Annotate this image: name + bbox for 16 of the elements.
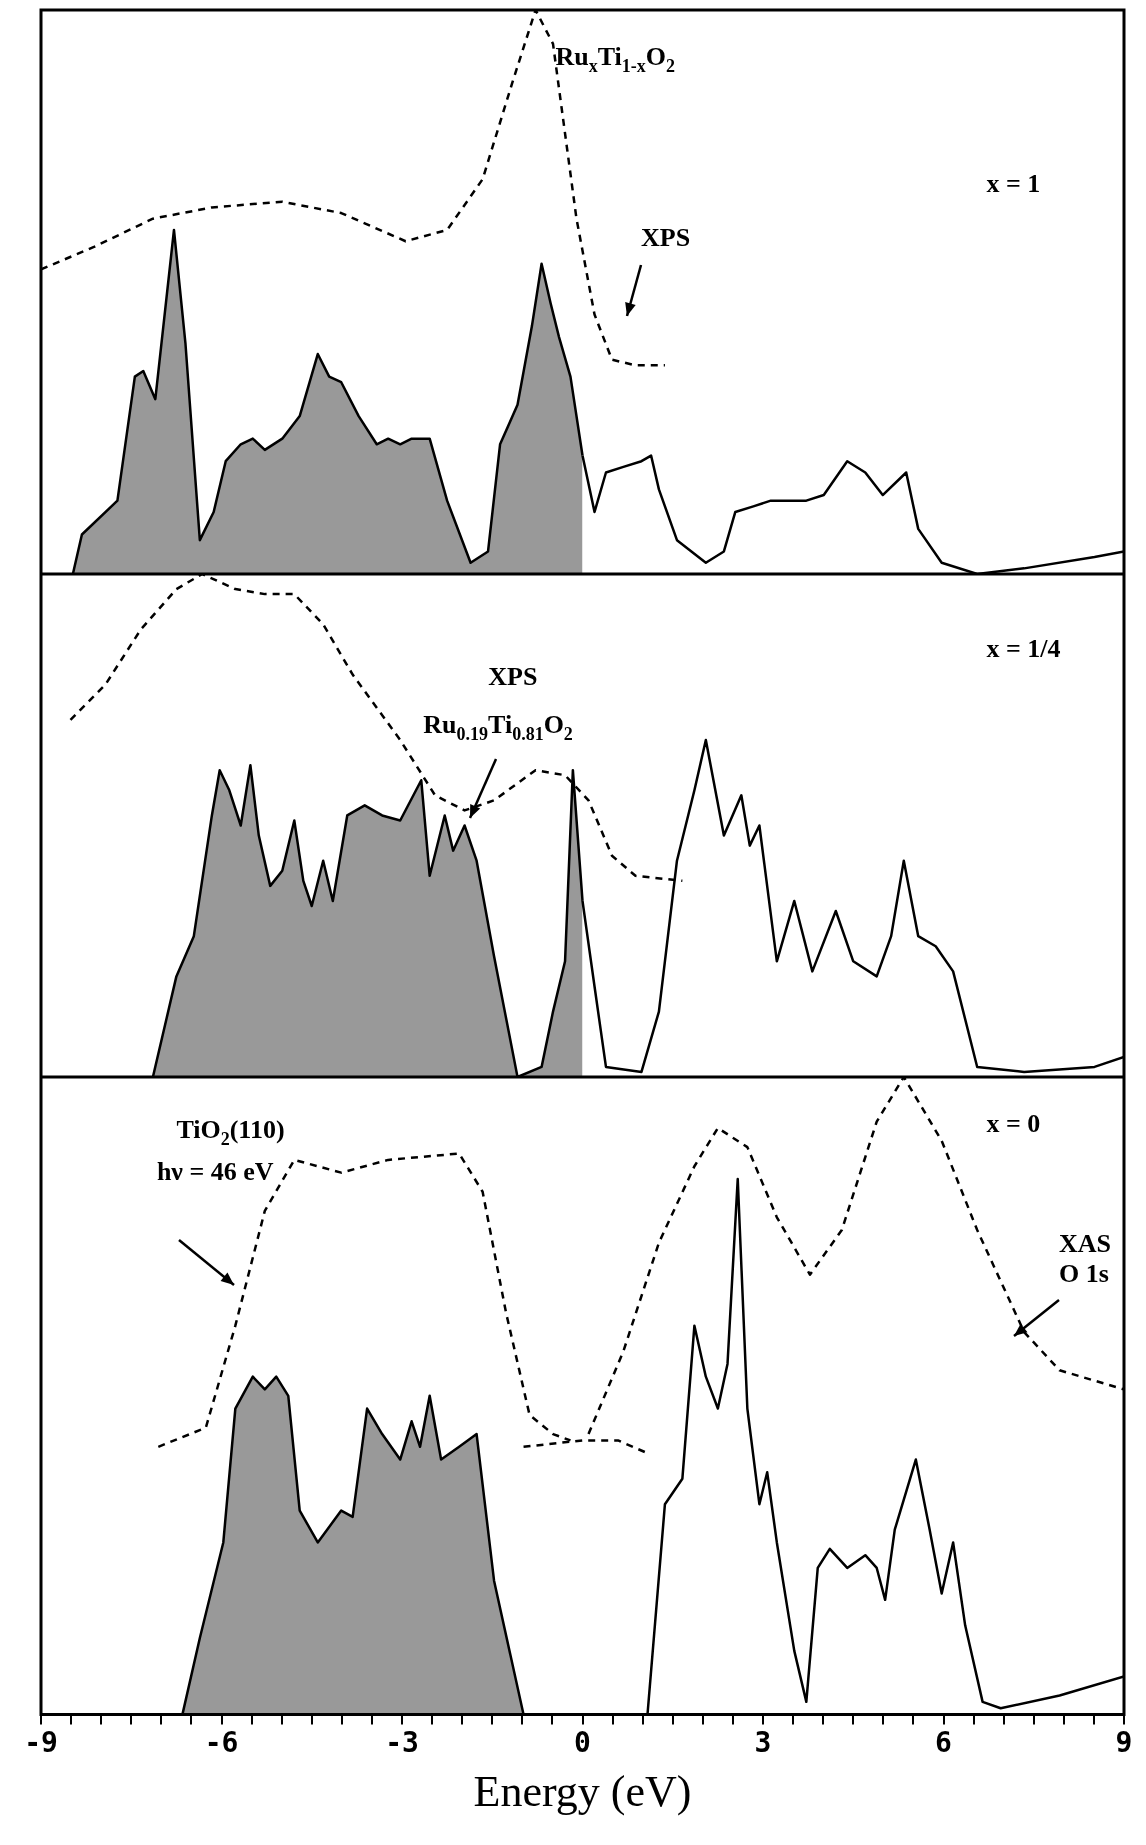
x-tick-label: 3 [754,1725,772,1759]
x-tick-label: 0 [574,1725,591,1759]
annotation: hν = 46 eV [156,1157,274,1186]
x-tick-label: 6 [935,1725,952,1759]
x-tick-label: -9 [24,1725,58,1759]
x-tick-label: -6 [204,1725,239,1759]
annotation: x = 1 [986,168,1041,198]
x-tick-label: 9 [1115,1725,1133,1759]
x-axis-title: Energy (eV) [473,1767,692,1817]
annotation: x = 1/4 [986,633,1061,663]
annotation: XAS [1059,1229,1112,1259]
annotation: x = 0 [986,1108,1041,1138]
annotation: O 1s [1059,1259,1109,1289]
x-tick-label: -3 [385,1725,419,1759]
annotation: XPS [488,662,538,692]
annotation: XPS [640,222,691,252]
